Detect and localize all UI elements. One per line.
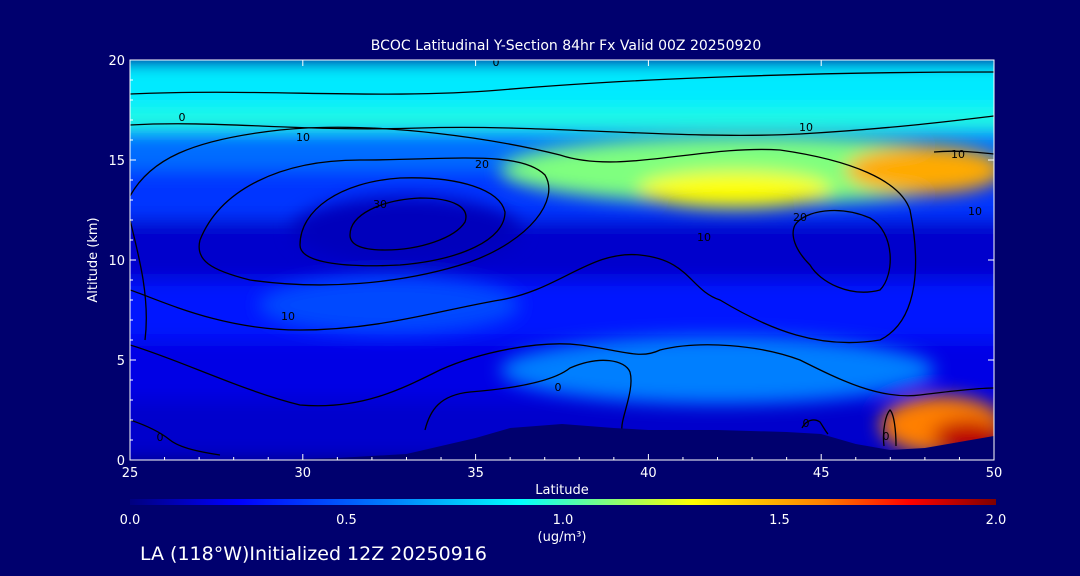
contour-lines (130, 71, 994, 456)
contour-label: 0 (179, 111, 186, 124)
y-tick-label: 10 (108, 254, 125, 269)
field-band (130, 280, 994, 340)
contour-line (801, 419, 829, 435)
contour-line (933, 150, 994, 155)
x-axis-label: Latitude (535, 483, 589, 498)
colorbar-tick-label: 0.0 (120, 513, 141, 528)
y-tick-label: 15 (108, 154, 125, 169)
x-tick-label: 45 (813, 466, 830, 481)
colorbar (130, 499, 996, 505)
y-tick-label: 0 (117, 454, 125, 469)
contour-label: 10 (951, 148, 965, 161)
colorbar-tick-label: 1.5 (769, 513, 790, 528)
plot-area: 0 0 10 10 20 30 10 20 10 10 10 0 0 0 0 (130, 56, 994, 460)
x-tick-label: 35 (467, 466, 484, 481)
x-tick-label: 25 (122, 466, 139, 481)
contour-line (349, 197, 467, 251)
contour-line (882, 409, 897, 447)
contour-label: 20 (475, 158, 489, 171)
contour-line (130, 343, 994, 407)
colorbar-ticks: 0.0 0.5 1.0 1.5 2.0 (120, 513, 1007, 528)
contour-label: 0 (157, 431, 164, 444)
terrain (130, 424, 994, 460)
field-patch (638, 172, 832, 208)
y-tick-label: 20 (108, 54, 125, 69)
contour-label: 30 (373, 198, 387, 211)
colorbar-units: (ug/m³) (538, 530, 587, 545)
initialization-footer: LA (118°W)Initialized 12Z 20250916 (140, 543, 487, 565)
colorbar-tick-label: 1.0 (553, 513, 574, 528)
contour-line (792, 209, 891, 293)
contour-line (130, 419, 221, 456)
contour-label: 0 (555, 381, 562, 394)
chart-title: BCOC Latitudinal Y-Section 84hr Fx Valid… (371, 38, 761, 54)
contour-labels: 0 0 10 10 20 30 10 20 10 10 10 0 0 0 0 (157, 56, 983, 444)
contour-line (130, 219, 147, 341)
contour-label: 0 (493, 56, 500, 69)
contour-label: 10 (296, 131, 310, 144)
contour-label: 10 (281, 310, 295, 323)
x-tick-label: 30 (295, 466, 312, 481)
x-tick-label: 50 (986, 466, 1003, 481)
field-patch (258, 276, 521, 334)
contour-line (198, 157, 550, 286)
field-band (130, 220, 994, 280)
contour-label: 0 (803, 417, 810, 430)
contour-label: 10 (697, 231, 711, 244)
contour-line (424, 359, 632, 431)
colorbar-tick-label: 0.5 (336, 513, 357, 528)
x-axis: 25 30 35 40 45 50 (122, 60, 1003, 481)
contour-line (130, 71, 994, 95)
contour-label: 10 (799, 121, 813, 134)
contour-label: 20 (793, 211, 807, 224)
field-patch (845, 146, 994, 194)
field-band (130, 110, 994, 130)
field-patch (500, 336, 935, 404)
y-axis: 0 5 10 15 20 (108, 54, 994, 469)
contour-label: 0 (883, 430, 890, 443)
y-tick-label: 5 (117, 354, 125, 369)
y-axis-label: Altitude (km) (86, 217, 101, 302)
contour-label: 10 (968, 205, 982, 218)
x-tick-label: 40 (640, 466, 657, 481)
colorbar-tick-label: 2.0 (986, 513, 1007, 528)
field-patch (292, 196, 521, 264)
contour-line (130, 126, 917, 344)
contour-line (130, 115, 994, 137)
contour-line (299, 177, 506, 267)
